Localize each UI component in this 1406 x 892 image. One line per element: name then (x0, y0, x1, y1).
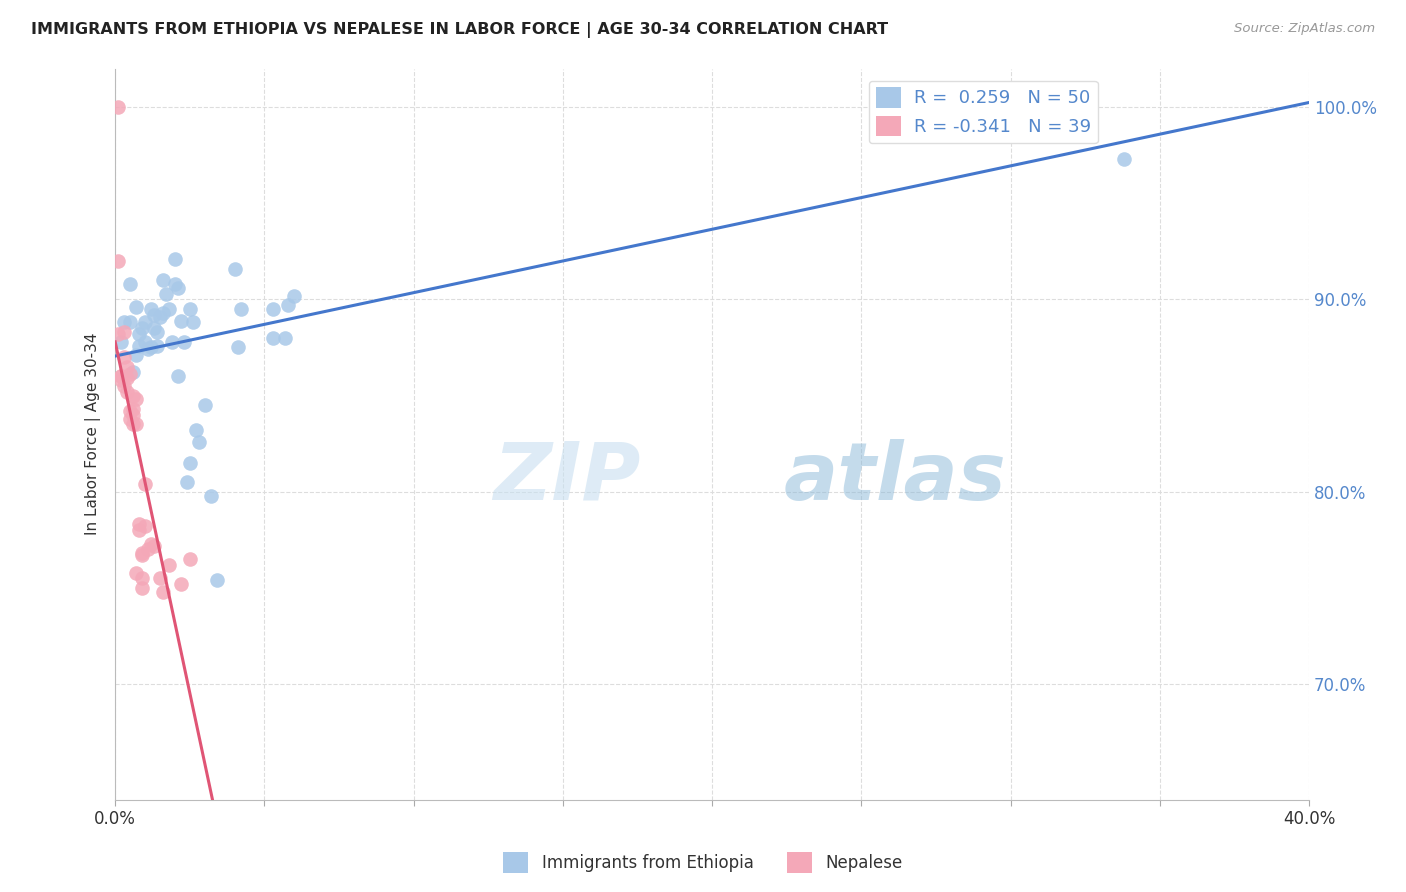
Point (152, 306, 174, 320)
Point (173, 334, 195, 349)
Point (146, 338, 169, 352)
Point (163, 252, 186, 266)
Point (179, 301, 201, 316)
Point (167, 369, 190, 384)
Point (112, 379, 135, 393)
Point (139, 536, 162, 550)
Point (134, 519, 156, 533)
Point (149, 571, 172, 585)
Point (125, 300, 148, 314)
Point (139, 341, 162, 355)
Point (112, 325, 135, 339)
Point (136, 542, 159, 557)
Point (112, 350, 135, 364)
Point (125, 566, 148, 580)
Point (277, 298, 299, 312)
Point (125, 417, 148, 432)
Point (122, 366, 145, 380)
Point (152, 584, 174, 599)
Point (143, 539, 166, 553)
Point (115, 359, 138, 374)
Point (134, 315, 156, 329)
Point (110, 334, 132, 349)
Legend: Immigrants from Ethiopia, Nepalese: Immigrants from Ethiopia, Nepalese (496, 846, 910, 880)
Point (160, 334, 183, 349)
Point (170, 577, 193, 591)
Point (131, 548, 153, 562)
Point (134, 477, 156, 491)
Point (122, 417, 145, 432)
Point (110, 373, 132, 387)
Text: atlas: atlas (783, 439, 1007, 516)
Point (224, 261, 246, 276)
Point (131, 581, 153, 595)
Point (120, 277, 142, 291)
Point (229, 301, 252, 316)
Point (181, 315, 204, 329)
Point (163, 277, 186, 291)
Point (134, 334, 156, 349)
Point (107, 100, 129, 114)
Point (143, 321, 166, 335)
Point (274, 331, 297, 345)
Point (107, 253, 129, 268)
Point (167, 281, 190, 295)
Legend: R =  0.259   N = 50, R = -0.341   N = 39: R = 0.259 N = 50, R = -0.341 N = 39 (869, 80, 1098, 143)
Point (146, 325, 169, 339)
Point (226, 341, 249, 355)
Point (120, 411, 142, 425)
Point (200, 489, 222, 503)
Point (176, 475, 198, 489)
Point (128, 523, 150, 537)
Point (187, 434, 209, 449)
Point (184, 423, 207, 437)
Point (194, 398, 217, 412)
Point (157, 301, 180, 316)
Point (115, 371, 138, 385)
Point (122, 402, 145, 417)
Point (110, 369, 132, 384)
Point (131, 571, 153, 585)
Point (139, 301, 162, 316)
Point (155, 286, 177, 301)
Y-axis label: In Labor Force | Age 30-34: In Labor Force | Age 30-34 (86, 333, 101, 535)
Point (128, 338, 150, 352)
Point (157, 558, 180, 572)
Point (125, 392, 148, 407)
Point (110, 369, 132, 384)
Point (1112, 152, 1135, 166)
Point (131, 321, 153, 335)
Point (205, 573, 228, 587)
Point (122, 408, 145, 422)
Point (120, 404, 142, 418)
Point (125, 348, 148, 362)
Point (122, 388, 145, 402)
Point (107, 326, 129, 341)
Point (283, 288, 305, 302)
Point (152, 273, 174, 287)
Point (115, 384, 138, 399)
Point (128, 517, 150, 532)
Text: IMMIGRANTS FROM ETHIOPIA VS NEPALESE IN LABOR FORCE | AGE 30-34 CORRELATION CHAR: IMMIGRANTS FROM ETHIOPIA VS NEPALESE IN … (31, 22, 889, 38)
Point (128, 326, 150, 341)
Point (112, 315, 135, 329)
Point (179, 456, 201, 470)
Text: Source: ZipAtlas.com: Source: ZipAtlas.com (1234, 22, 1375, 36)
Point (136, 343, 159, 357)
Point (120, 315, 142, 329)
Point (120, 368, 142, 382)
Point (149, 310, 172, 324)
Point (262, 301, 284, 316)
Point (994, 100, 1017, 114)
Point (170, 313, 193, 327)
Point (131, 546, 153, 560)
Point (179, 552, 201, 566)
Text: ZIP: ZIP (494, 439, 641, 516)
Point (143, 308, 166, 322)
Point (262, 331, 284, 345)
